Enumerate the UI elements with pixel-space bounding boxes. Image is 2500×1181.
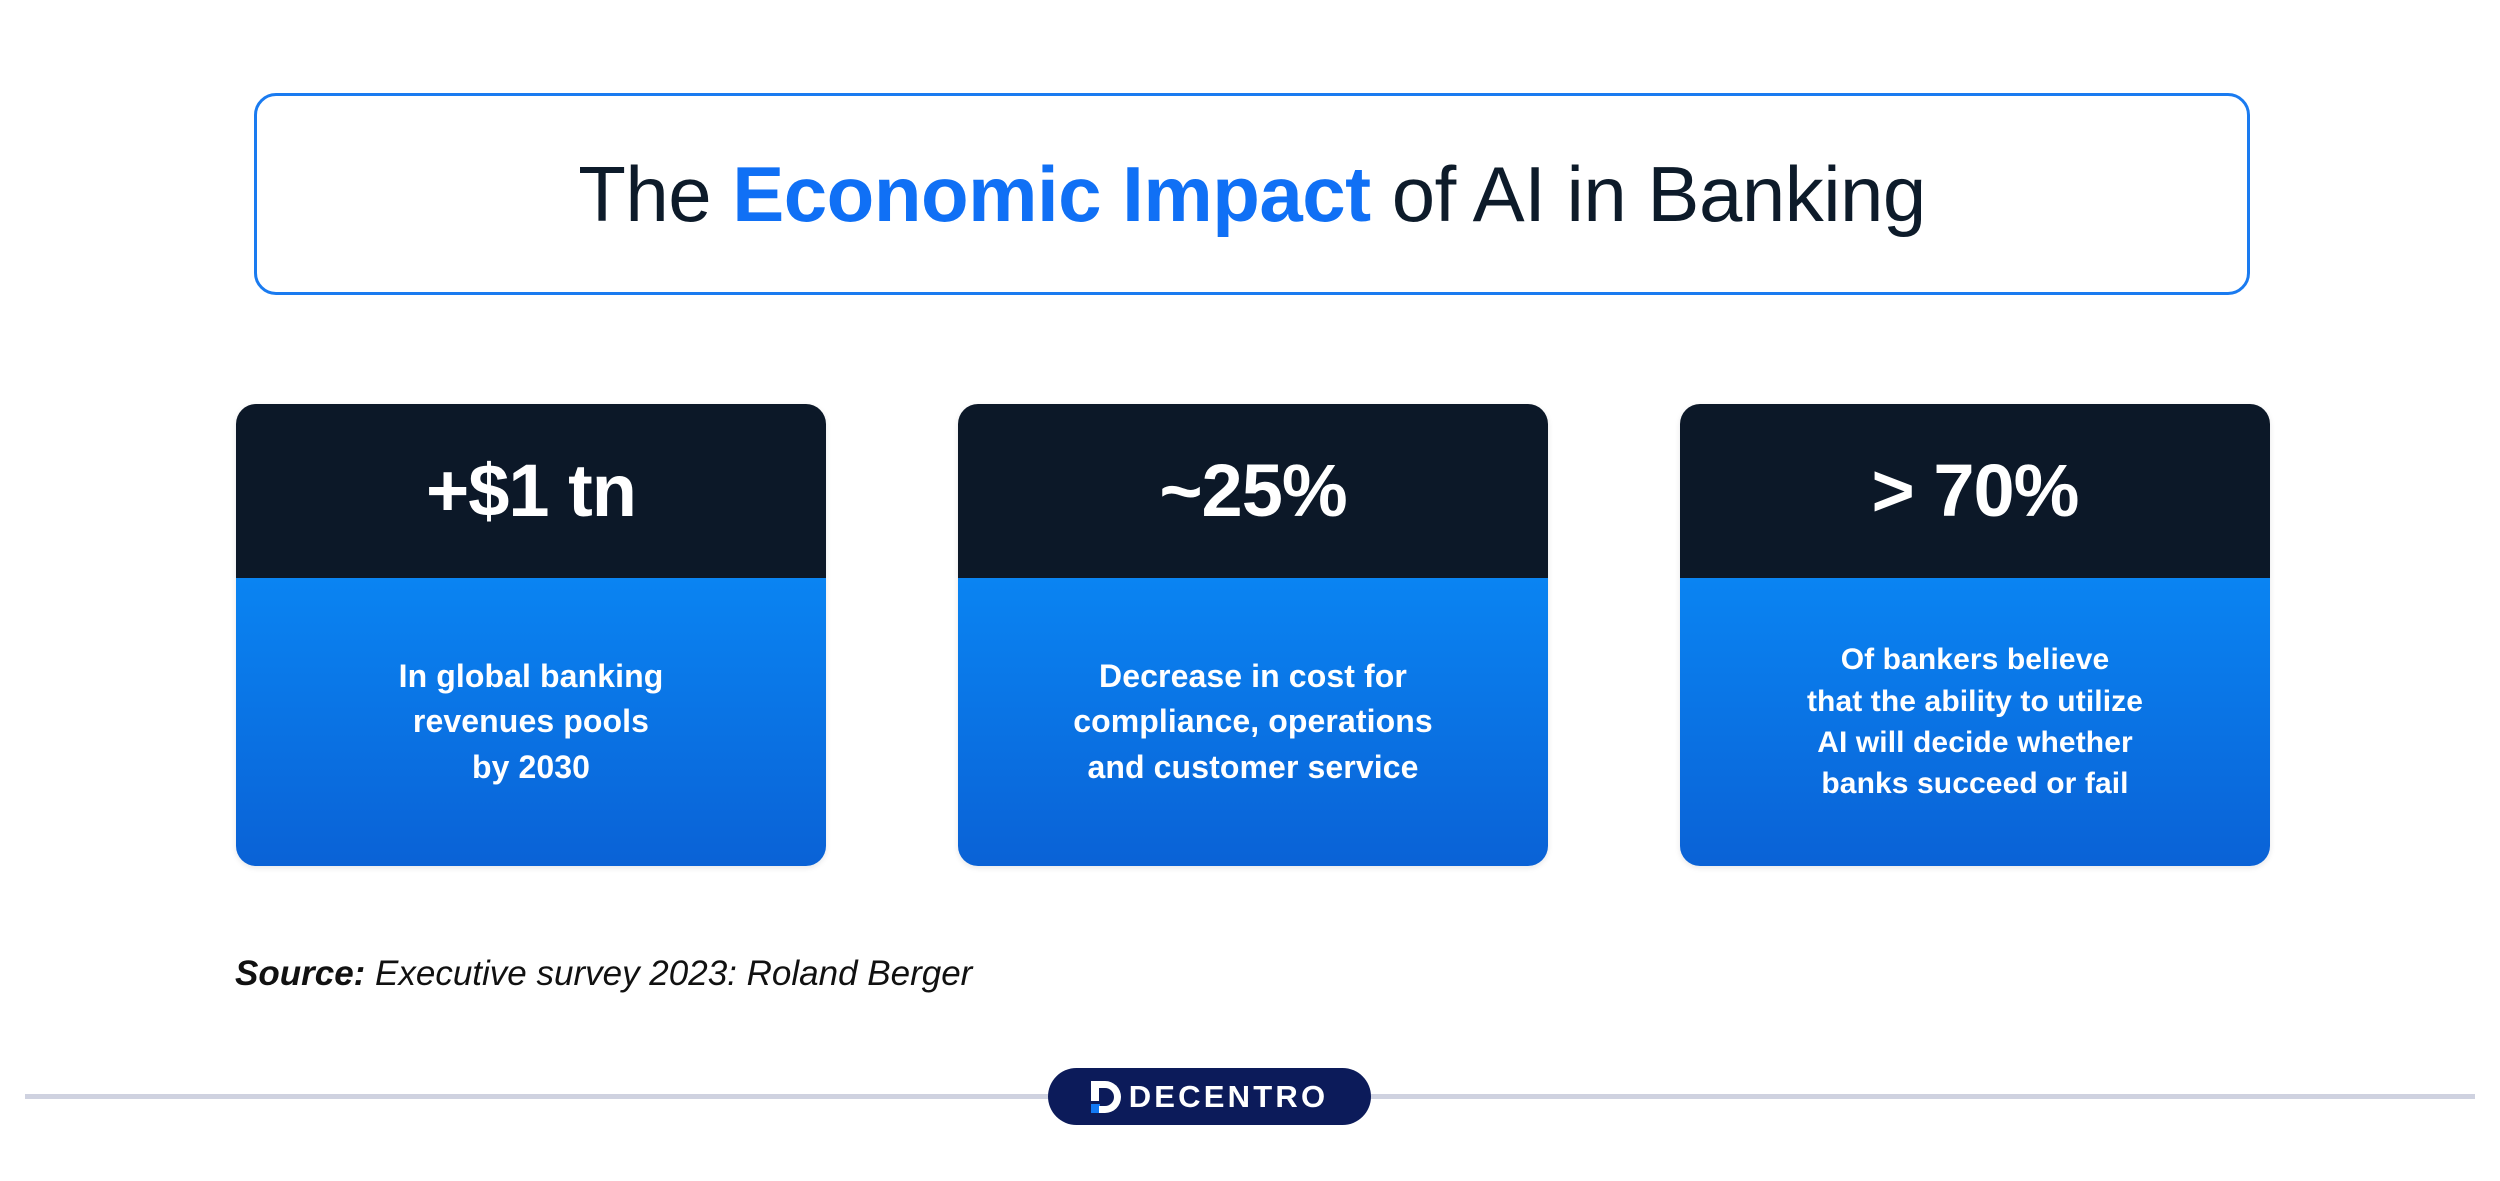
source-label: Source: [235,954,366,993]
stat-card-header: > 70% [1680,404,2270,578]
stat-card-header: ~25% [958,404,1548,578]
decentro-d-mark-icon [1090,1080,1121,1113]
stat-description: Decrease in cost for compliance, operati… [1073,657,1433,785]
decentro-logo: DECENTRO [1048,1068,1371,1125]
source-value: Executive survey 2023: Roland Berger [365,954,973,993]
stat-card: +$1 tn In global banking revenues pools … [236,404,826,866]
stat-value: > 70% [1871,449,2080,532]
stat-card-body: In global banking revenues pools by 2030 [236,578,826,866]
source-line: Source: Executive survey 2023: Roland Be… [235,954,972,994]
stat-value: +$1 tn [426,449,637,532]
stat-card: ~25% Decrease in cost for compliance, op… [958,404,1548,866]
decentro-wordmark: DECENTRO [1128,1079,1329,1114]
stat-description: Of bankers believe that the ability to u… [1806,643,2144,801]
stat-value: ~25% [1159,449,1347,532]
stat-card-body: Of bankers believe that the ability to u… [1680,578,2270,866]
stat-card-group: +$1 tn In global banking revenues pools … [236,404,2270,866]
stat-description: In global banking revenues pools by 2030 [398,657,664,785]
stat-card-header: +$1 tn [236,404,826,578]
page-title: The Economic Impact of AI in Banking [578,155,1926,233]
title-box: The Economic Impact of AI in Banking [254,93,2250,295]
title-lead: The [578,150,733,238]
stat-card-body: Decrease in cost for compliance, operati… [958,578,1548,866]
title-accent: Economic Impact [732,150,1371,238]
stat-card: > 70% Of bankers believe that the abilit… [1680,404,2270,866]
title-trail: of AI in Banking [1370,150,1927,238]
